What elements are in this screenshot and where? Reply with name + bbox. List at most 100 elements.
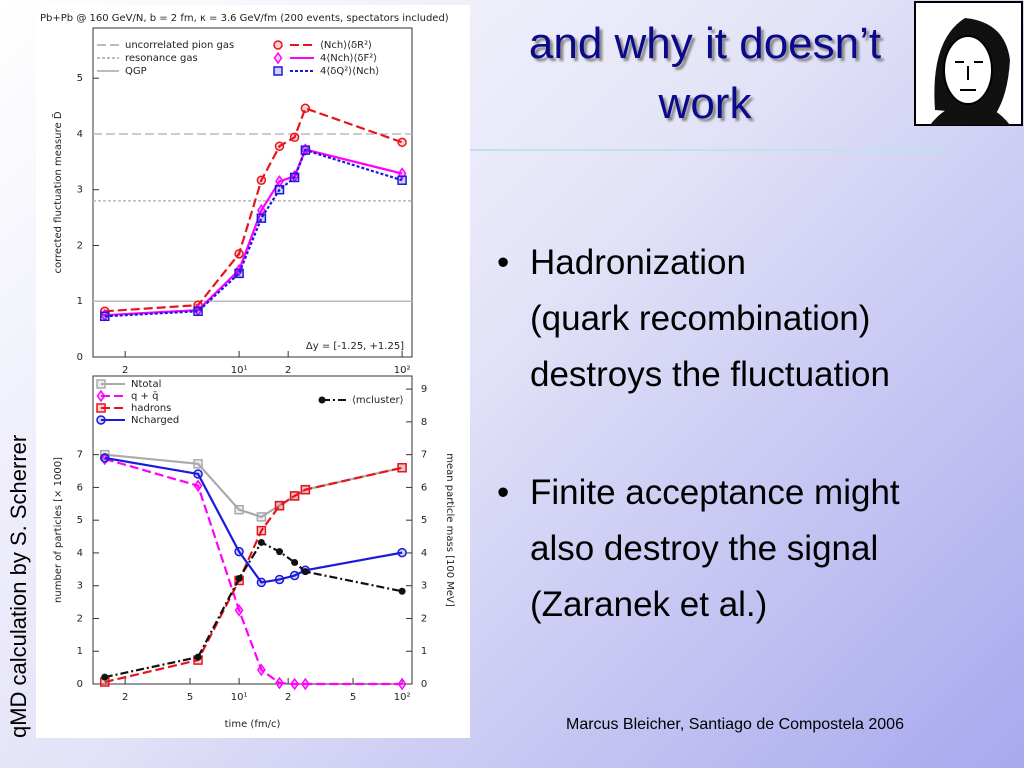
marker xyxy=(397,677,407,691)
marker xyxy=(257,538,265,546)
series-line xyxy=(104,106,403,313)
y2-tick-label: 8 xyxy=(421,417,427,428)
marker xyxy=(300,145,311,155)
marker xyxy=(289,132,300,143)
x-tick-label: 10² xyxy=(394,365,411,376)
y2-tick-label: 7 xyxy=(421,450,427,461)
legend-marker xyxy=(273,51,283,65)
marker xyxy=(276,548,284,556)
x-axis-label: time (fm/c) xyxy=(225,719,281,730)
marker xyxy=(193,479,203,493)
marker xyxy=(397,175,407,185)
x-tick-label: 10² xyxy=(394,692,411,703)
x-tick-label: 2 xyxy=(122,692,128,703)
marker xyxy=(291,558,299,566)
y2-tick-label: 6 xyxy=(421,482,427,493)
y-tick-label: 5 xyxy=(77,515,83,526)
footer: Marcus Bleicher, Santiago de Compostela … xyxy=(566,716,904,733)
marker xyxy=(234,249,244,259)
y-tick-label: 1 xyxy=(77,296,83,307)
y-tick-label: 4 xyxy=(77,548,83,559)
y-tick-label: 6 xyxy=(77,482,83,493)
marker xyxy=(256,512,267,522)
y2-tick-label: 1 xyxy=(421,646,427,657)
series-line xyxy=(104,466,403,684)
bullet-line: also destroy the signal xyxy=(530,529,879,568)
plot-frame xyxy=(92,27,413,358)
x-tick-label: 2 xyxy=(285,365,291,376)
y2-tick-label: 3 xyxy=(421,581,427,592)
y-tick-label: 5 xyxy=(77,73,83,84)
marker xyxy=(397,137,407,148)
marker xyxy=(193,469,203,479)
marker xyxy=(275,676,284,690)
portrait xyxy=(914,1,1023,126)
marker xyxy=(274,141,285,151)
slide-title: and why it doesn’t work xyxy=(528,19,882,128)
y2-tick-label: 4 xyxy=(421,548,427,559)
y-axis-label: corrected fluctuation measure D̃ xyxy=(51,111,64,273)
legend-marker xyxy=(273,40,283,50)
marker xyxy=(289,172,300,183)
y-tick-label: 0 xyxy=(77,679,83,690)
x-tick-label: 5 xyxy=(187,692,193,703)
x-tick-label: 10¹ xyxy=(231,365,248,376)
marker xyxy=(256,175,267,185)
marker xyxy=(397,462,407,473)
y-tick-label: 3 xyxy=(77,581,83,592)
legend-label: 4⟨δQ²⟩⟨Nch⟩ xyxy=(320,66,379,77)
legend-marker xyxy=(96,389,106,403)
marker xyxy=(256,663,266,677)
y-tick-label: 2 xyxy=(77,613,83,624)
legend-label: QGP xyxy=(125,66,147,77)
marker xyxy=(256,213,267,223)
marker xyxy=(193,459,203,469)
marker xyxy=(290,677,300,691)
legend-label: Ntotal xyxy=(131,379,161,390)
legend-marker xyxy=(318,396,326,404)
legend-label: ⟨mcluster⟩ xyxy=(352,395,404,406)
chart-title: Pb+Pb @ 160 GeV/N, b = 2 fm, κ = 3.6 GeV… xyxy=(40,13,449,24)
legend-label: uncorrelated pion gas xyxy=(125,40,234,51)
y-tick-label: 7 xyxy=(77,450,83,461)
y2-tick-label: 9 xyxy=(421,384,427,395)
marker xyxy=(234,504,244,515)
annotation: Δy = [-1.25, +1.25] xyxy=(306,341,404,352)
legend-marker xyxy=(273,66,283,76)
marker xyxy=(234,546,244,557)
marker xyxy=(274,184,285,195)
marker xyxy=(300,484,311,495)
legend-label: hadrons xyxy=(131,403,171,414)
legend-marker xyxy=(96,379,106,389)
y-tick-label: 3 xyxy=(77,185,83,196)
marker xyxy=(397,547,407,558)
marker xyxy=(100,453,110,463)
side-label: qMD calculation by S. Scherrer xyxy=(6,434,31,738)
legend-label: Ncharged xyxy=(131,415,179,426)
legend-label: 4⟨Nch⟩⟨δF²⟩ xyxy=(320,53,377,64)
x-tick-label: 5 xyxy=(350,692,356,703)
bullet-line: Hadronization xyxy=(530,243,746,282)
legend-label: resonance gas xyxy=(125,53,198,64)
y2-tick-label: 0 xyxy=(421,679,427,690)
y2-axis-label: mean particle mass [100 MeV] xyxy=(444,453,455,607)
marker xyxy=(300,103,311,114)
marker xyxy=(193,306,203,317)
marker xyxy=(301,568,309,576)
y2-tick-label: 5 xyxy=(421,515,427,526)
marker xyxy=(289,570,300,581)
bullet: • xyxy=(497,473,510,512)
y-tick-label: 1 xyxy=(77,646,83,657)
bullet-line: Finite acceptance might xyxy=(530,473,900,512)
y2-tick-label: 2 xyxy=(421,613,427,624)
bullet-line: destroys the fluctuation xyxy=(530,355,890,394)
marker xyxy=(100,311,110,322)
marker xyxy=(194,653,202,661)
y-tick-label: 2 xyxy=(77,240,83,251)
figure-bg xyxy=(36,5,470,738)
legend-label: q + q̄ xyxy=(131,391,158,402)
marker xyxy=(256,204,266,217)
bullet-line: (quark recombination) xyxy=(530,299,871,338)
